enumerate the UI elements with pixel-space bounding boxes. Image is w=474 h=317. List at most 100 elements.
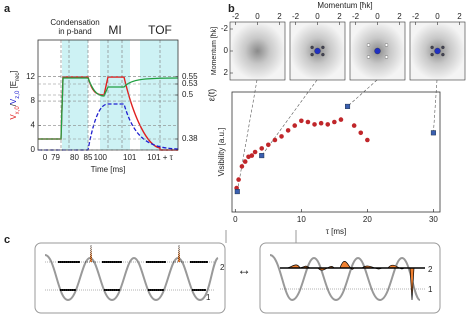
x-tick-label: 79 <box>51 153 60 162</box>
y-axis-label-part: rec <box>15 73 21 81</box>
point <box>272 137 278 143</box>
peak <box>434 47 441 55</box>
y-axis-label-part: [E <box>9 81 18 91</box>
x-tick-label: 80 <box>70 153 79 162</box>
point <box>318 120 324 126</box>
x-tick-label: 0 <box>43 153 48 162</box>
peak <box>441 45 445 50</box>
y-tick-label: 2 <box>224 68 229 77</box>
point <box>312 122 317 127</box>
x-tick-label: -2 <box>352 12 360 21</box>
peak <box>430 45 434 50</box>
point <box>292 123 298 128</box>
panel-label: a <box>4 3 11 15</box>
y2-tick-label: 0.5 <box>182 90 194 99</box>
y-axis-label: Vx,0/Vz,0 [Erec] <box>9 70 20 119</box>
point <box>236 177 241 182</box>
annotation: Condensation <box>50 18 99 27</box>
point <box>252 149 258 155</box>
point <box>299 118 304 124</box>
peak <box>310 52 314 57</box>
point <box>332 119 337 125</box>
x-tick-label: 20 <box>363 215 372 224</box>
box <box>34 242 226 314</box>
point <box>259 146 265 151</box>
annotation: MI <box>108 23 121 37</box>
green-curve <box>38 77 179 140</box>
point <box>249 153 255 158</box>
y-tick-label: 0 <box>224 46 229 55</box>
x-axis-label: Time [ms] <box>91 165 126 174</box>
axes-frame <box>231 91 441 213</box>
point <box>338 117 344 122</box>
y-axis-label: Momentum [ħk] <box>211 27 218 75</box>
x-tick-label: 2 <box>337 12 342 21</box>
peak <box>441 52 445 57</box>
x-tick-label: 0 <box>375 12 380 21</box>
peak <box>374 47 381 55</box>
connector <box>433 79 438 133</box>
peak <box>366 43 371 47</box>
panel-c: 2 1 ↔ 2 1 <box>34 230 441 314</box>
x-tick-label: 101 + τ <box>147 153 173 162</box>
point <box>305 119 311 125</box>
panel-label: b <box>228 3 235 15</box>
peak <box>366 55 371 59</box>
x-tick-label: 2 <box>457 12 462 21</box>
annotation: in p-band <box>58 27 91 36</box>
x-tick-label: 101 <box>123 153 137 162</box>
x-tick-label: -2 <box>412 12 420 21</box>
point <box>239 164 245 169</box>
y2-tick-label: 0.38 <box>182 134 198 143</box>
x-tick-label: 85 <box>84 153 93 162</box>
panel-label: c <box>4 234 10 246</box>
annotation: TOF <box>148 23 172 37</box>
x-tick-label: -2 <box>292 12 300 21</box>
panel-a <box>37 39 179 151</box>
peak <box>384 43 389 47</box>
x-axis-label: Momentum [ħk] <box>317 1 372 10</box>
peak <box>384 55 389 59</box>
y-tick-label: -2 <box>221 24 229 33</box>
x-axis-label: τ [ms] <box>326 227 347 236</box>
y-axis-label-part: / <box>9 103 18 106</box>
x-tick-label: 0 <box>315 12 320 21</box>
y-axis-label-part: V <box>9 114 18 120</box>
y-axis-label-part: x,0 <box>15 106 21 115</box>
point <box>234 189 240 195</box>
y-axis-label-part: ] <box>9 70 18 72</box>
level-label: 2 <box>428 265 433 274</box>
potential <box>269 254 421 302</box>
y-tick-label: 0 <box>31 145 36 154</box>
point <box>285 128 291 133</box>
x-tick-label: 100 <box>94 153 108 162</box>
point <box>430 130 436 136</box>
arrow: ↔ <box>237 262 251 278</box>
level-label: 1 <box>206 293 211 302</box>
point <box>259 153 265 159</box>
peak <box>314 47 321 55</box>
point <box>279 134 284 139</box>
point <box>358 130 364 136</box>
x-tick-label: 2 <box>277 12 282 21</box>
connector <box>261 79 318 156</box>
y-tick-label: 4 <box>31 121 36 130</box>
peak <box>430 52 434 57</box>
y-axis-label: Visibility [a.u.] <box>217 128 226 177</box>
point <box>345 103 351 109</box>
level-label: 1 <box>428 285 433 294</box>
x-tick-label: 2 <box>397 12 402 21</box>
point <box>351 123 357 128</box>
y2-axis-label: ε(t) <box>206 89 216 102</box>
point <box>266 142 271 148</box>
point <box>325 122 331 127</box>
y-axis-label-part: z,0 <box>15 90 21 99</box>
box <box>259 242 441 314</box>
y-axis-label-part: V <box>9 98 18 104</box>
y2-tick-label: 0.55 <box>182 72 198 81</box>
peak <box>321 52 325 57</box>
y-tick-label: 8 <box>31 96 36 105</box>
level-label: 2 <box>220 263 225 272</box>
peak <box>310 45 314 50</box>
